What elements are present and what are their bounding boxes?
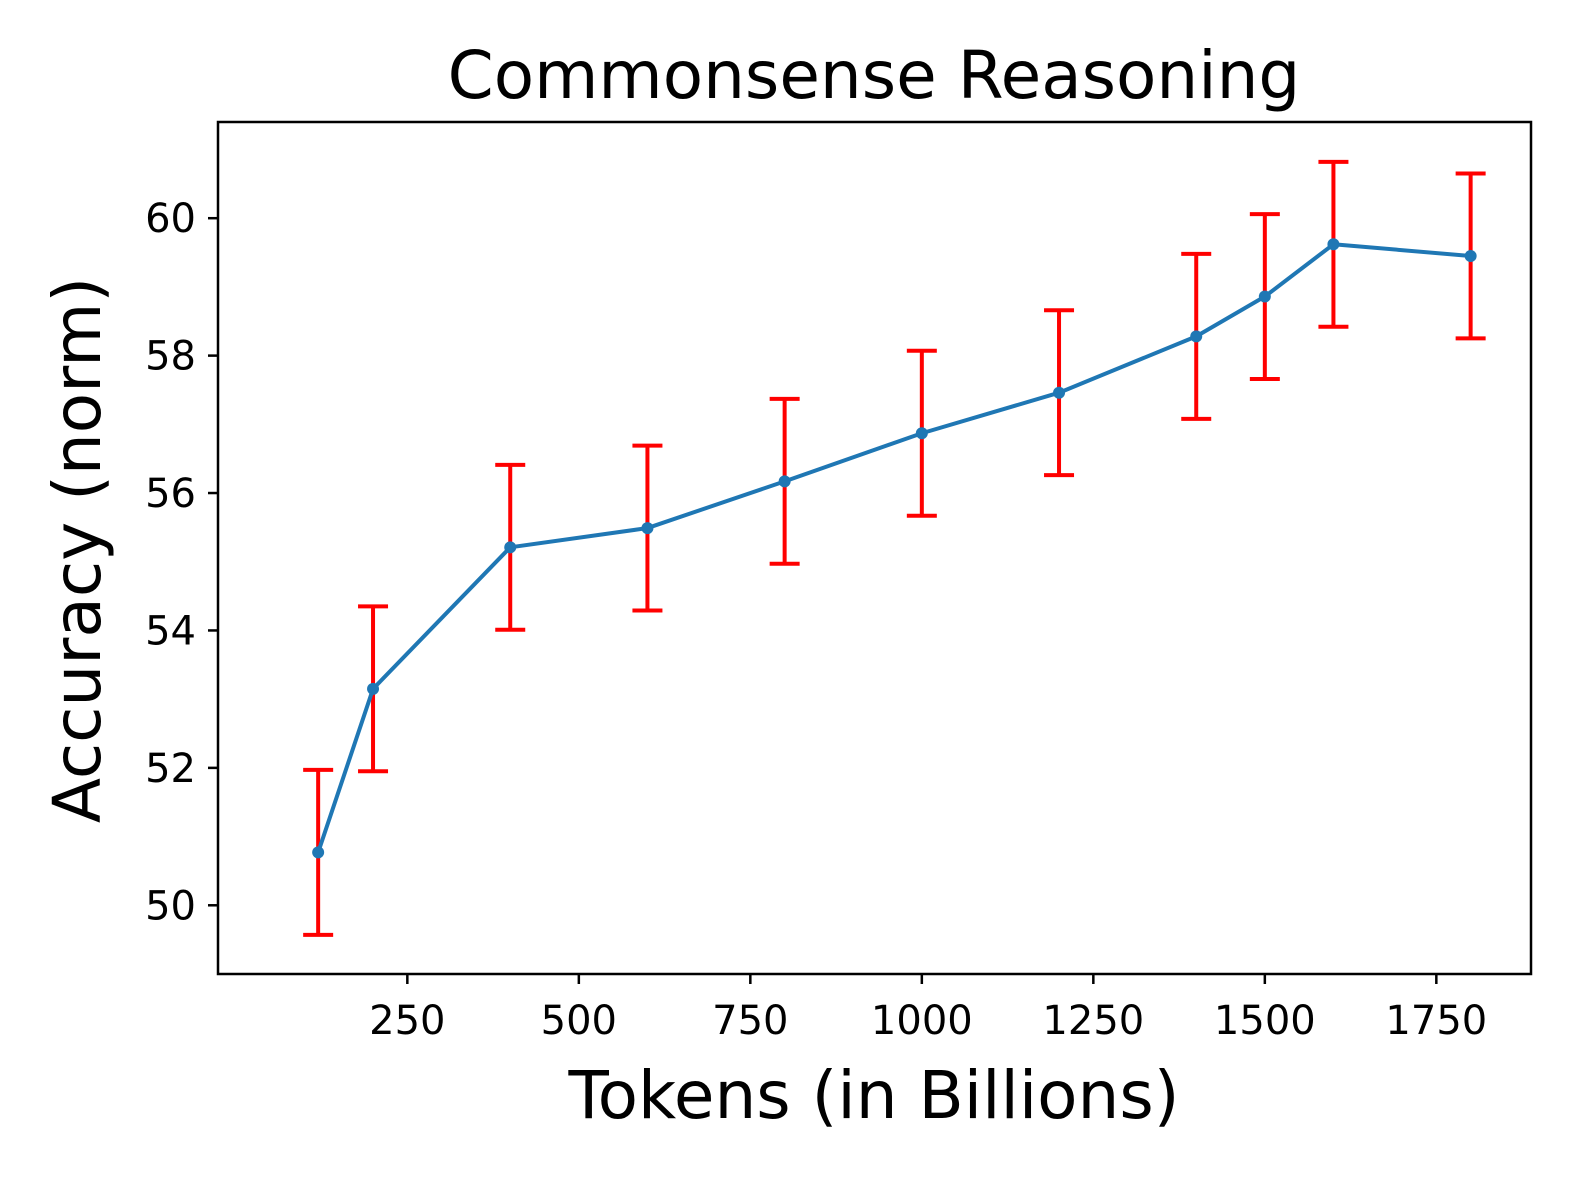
data-point — [1464, 249, 1477, 262]
data-point — [915, 427, 928, 440]
plot-frame — [216, 120, 1533, 976]
x-tick-label: 250 — [369, 998, 445, 1044]
x-tick-label: 1250 — [1042, 998, 1144, 1044]
data-point — [1053, 386, 1066, 399]
x-tick-label: 500 — [541, 998, 617, 1044]
series-line — [316, 242, 1471, 854]
data-point — [1258, 290, 1271, 303]
x-axis-label: Tokens (in Billions) — [567, 1057, 1179, 1134]
data-point — [1190, 330, 1203, 343]
x-tick-label: 1750 — [1385, 998, 1487, 1044]
y-tick-label: 58 — [145, 334, 196, 380]
data-point — [504, 541, 517, 554]
y-tick-label: 50 — [145, 883, 196, 929]
errorbar-layer — [303, 159, 1486, 937]
data-point — [778, 475, 791, 488]
data-point — [312, 846, 325, 859]
y-tick-label: 54 — [145, 608, 196, 654]
x-tick-label: 1500 — [1214, 998, 1316, 1044]
data-point — [1327, 238, 1340, 251]
y-tick-label: 60 — [145, 196, 196, 242]
y-tick-label: 56 — [145, 471, 196, 517]
y-axis-label: Accuracy (norm) — [39, 277, 116, 823]
chart-title: Commonsense Reasoning — [448, 37, 1301, 114]
ticks-layer: 250 500 750 1000 1250 1500 1750 50 52 54 56 58 60 — [145, 196, 1487, 1044]
data-point — [367, 682, 380, 695]
data-point — [641, 522, 654, 535]
series-layer — [312, 238, 1477, 859]
y-tick-label: 52 — [145, 746, 196, 792]
x-tick-label: 750 — [712, 998, 788, 1044]
x-tick-label: 1000 — [871, 998, 973, 1044]
